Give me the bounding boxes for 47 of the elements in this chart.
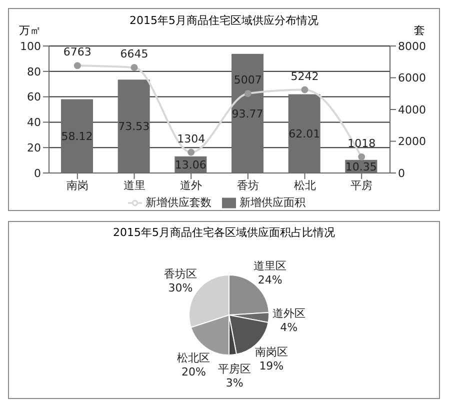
data-label: 5242 — [290, 70, 319, 83]
x-tick-label: 道外 — [180, 178, 202, 192]
y-axis-title: 万㎡ — [19, 23, 41, 38]
slice-label: 松北区 — [177, 352, 210, 365]
data-label: 1018 — [348, 136, 376, 150]
slice-label: 南岗区 — [254, 345, 288, 358]
data-label: 1304 — [177, 132, 206, 146]
data-label: 24% — [258, 273, 282, 286]
y2-tick-label: 4000 — [398, 103, 426, 116]
y-tick-label: 20 — [27, 142, 41, 155]
y-tick-label: 100 — [20, 40, 41, 53]
x-tick-label: 道里 — [123, 178, 146, 192]
y-tick-label: 60 — [27, 90, 41, 104]
data-label: 58.12 — [61, 130, 93, 143]
x-tick-label: 香坊 — [236, 178, 259, 192]
data-label: 3% — [226, 376, 244, 390]
y-tick-label: 0 — [34, 166, 41, 180]
y2-tick-label: 8000 — [398, 40, 426, 53]
y2-tick-label: 0 — [398, 166, 405, 180]
slice-label: 香坊区 — [164, 268, 197, 281]
data-label: 73.53 — [118, 120, 150, 134]
data-label: 5007 — [234, 74, 262, 87]
data-label: 10.35 — [345, 160, 377, 174]
data-label: 6645 — [120, 48, 148, 61]
y-tick-label: 40 — [27, 116, 41, 130]
data-label: 20% — [182, 366, 206, 379]
x-tick-label: 平房 — [350, 178, 373, 192]
chart-title: 2015年5月商品住宅区域供应分布情况 — [130, 14, 318, 27]
legend-label: 新增供应套数 — [146, 196, 212, 209]
data-label: 30% — [168, 282, 193, 295]
data-label: 19% — [259, 359, 284, 372]
data-label: 13.06 — [174, 158, 206, 172]
data-label: 4% — [280, 320, 298, 334]
y-tick-label: 80 — [27, 65, 41, 78]
y2-axis-title: 套 — [414, 23, 425, 38]
y2-tick-label: 6000 — [398, 72, 426, 85]
data-label: 62.01 — [288, 128, 320, 141]
x-tick-label: 松北 — [294, 178, 316, 192]
slice-label: 道外区 — [272, 306, 306, 320]
chart-title: 2015年5月商品住宅各区域供应面积占比情况 — [112, 225, 336, 240]
slice-label: 道里区 — [254, 259, 287, 272]
legend-label: 新增供应面积 — [240, 196, 306, 209]
y2-tick-label: 2000 — [398, 135, 426, 148]
slice-label: 平房区 — [218, 362, 252, 376]
data-label: 6763 — [63, 46, 92, 59]
data-label: 93.77 — [232, 107, 264, 120]
x-tick-label: 南岗 — [66, 178, 88, 192]
